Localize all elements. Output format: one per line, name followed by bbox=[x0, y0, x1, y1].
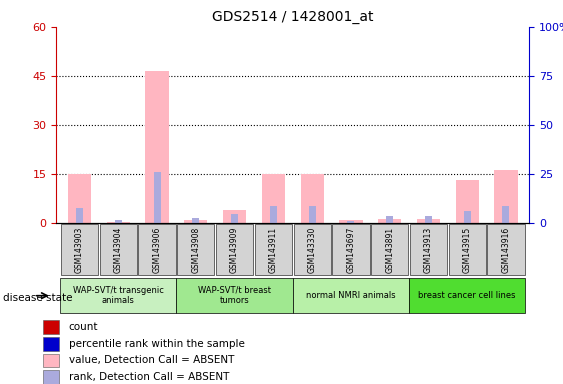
Bar bbox=[378, 219, 401, 223]
Text: normal NMRI animals: normal NMRI animals bbox=[306, 291, 396, 300]
Bar bbox=[107, 222, 130, 223]
FancyBboxPatch shape bbox=[61, 224, 98, 275]
FancyBboxPatch shape bbox=[371, 224, 408, 275]
Text: disease state: disease state bbox=[3, 293, 72, 303]
FancyBboxPatch shape bbox=[332, 224, 369, 275]
Bar bbox=[425, 215, 432, 223]
Bar bbox=[309, 207, 316, 223]
Bar bbox=[43, 320, 59, 334]
Title: GDS2514 / 1428001_at: GDS2514 / 1428001_at bbox=[212, 10, 373, 25]
Text: WAP-SVT/t breast
tumors: WAP-SVT/t breast tumors bbox=[198, 286, 271, 305]
Bar bbox=[68, 174, 91, 223]
Bar bbox=[184, 220, 208, 223]
Text: GSM143697: GSM143697 bbox=[346, 227, 355, 273]
Bar bbox=[76, 208, 83, 223]
Bar bbox=[464, 211, 471, 223]
FancyBboxPatch shape bbox=[60, 278, 176, 313]
Bar bbox=[193, 218, 199, 223]
Bar bbox=[115, 220, 122, 223]
Bar bbox=[154, 172, 160, 223]
FancyBboxPatch shape bbox=[409, 278, 525, 313]
FancyBboxPatch shape bbox=[293, 278, 409, 313]
Bar bbox=[270, 207, 277, 223]
Bar bbox=[223, 210, 246, 223]
Bar bbox=[339, 220, 363, 223]
Bar bbox=[43, 354, 59, 367]
Text: GSM143913: GSM143913 bbox=[424, 227, 433, 273]
Text: GSM143908: GSM143908 bbox=[191, 227, 200, 273]
Text: GSM143906: GSM143906 bbox=[153, 227, 162, 273]
Bar bbox=[301, 174, 324, 223]
FancyBboxPatch shape bbox=[293, 224, 330, 275]
Text: GSM143909: GSM143909 bbox=[230, 227, 239, 273]
Bar bbox=[494, 170, 517, 223]
FancyBboxPatch shape bbox=[100, 224, 137, 275]
FancyBboxPatch shape bbox=[255, 224, 292, 275]
Text: GSM143330: GSM143330 bbox=[307, 227, 316, 273]
Text: GSM143903: GSM143903 bbox=[75, 227, 84, 273]
Text: WAP-SVT/t transgenic
animals: WAP-SVT/t transgenic animals bbox=[73, 286, 164, 305]
Bar bbox=[43, 370, 59, 384]
Text: GSM143891: GSM143891 bbox=[385, 227, 394, 273]
Text: rank, Detection Call = ABSENT: rank, Detection Call = ABSENT bbox=[69, 372, 229, 382]
Text: GSM143916: GSM143916 bbox=[502, 227, 511, 273]
Bar bbox=[231, 214, 238, 223]
Bar bbox=[455, 180, 479, 223]
Bar bbox=[417, 219, 440, 223]
Text: GSM143904: GSM143904 bbox=[114, 227, 123, 273]
Text: GSM143915: GSM143915 bbox=[463, 227, 472, 273]
Bar bbox=[43, 337, 59, 351]
Bar bbox=[347, 221, 354, 223]
Bar bbox=[502, 207, 510, 223]
Text: breast cancer cell lines: breast cancer cell lines bbox=[418, 291, 516, 300]
FancyBboxPatch shape bbox=[410, 224, 447, 275]
FancyBboxPatch shape bbox=[176, 278, 293, 313]
Bar bbox=[386, 215, 393, 223]
FancyBboxPatch shape bbox=[488, 224, 525, 275]
Text: percentile rank within the sample: percentile rank within the sample bbox=[69, 339, 244, 349]
FancyBboxPatch shape bbox=[138, 224, 176, 275]
Text: GSM143911: GSM143911 bbox=[269, 227, 278, 273]
Bar bbox=[145, 71, 169, 223]
Text: count: count bbox=[69, 322, 98, 332]
Text: value, Detection Call = ABSENT: value, Detection Call = ABSENT bbox=[69, 356, 234, 366]
Bar bbox=[262, 174, 285, 223]
FancyBboxPatch shape bbox=[177, 224, 215, 275]
FancyBboxPatch shape bbox=[449, 224, 486, 275]
FancyBboxPatch shape bbox=[216, 224, 253, 275]
